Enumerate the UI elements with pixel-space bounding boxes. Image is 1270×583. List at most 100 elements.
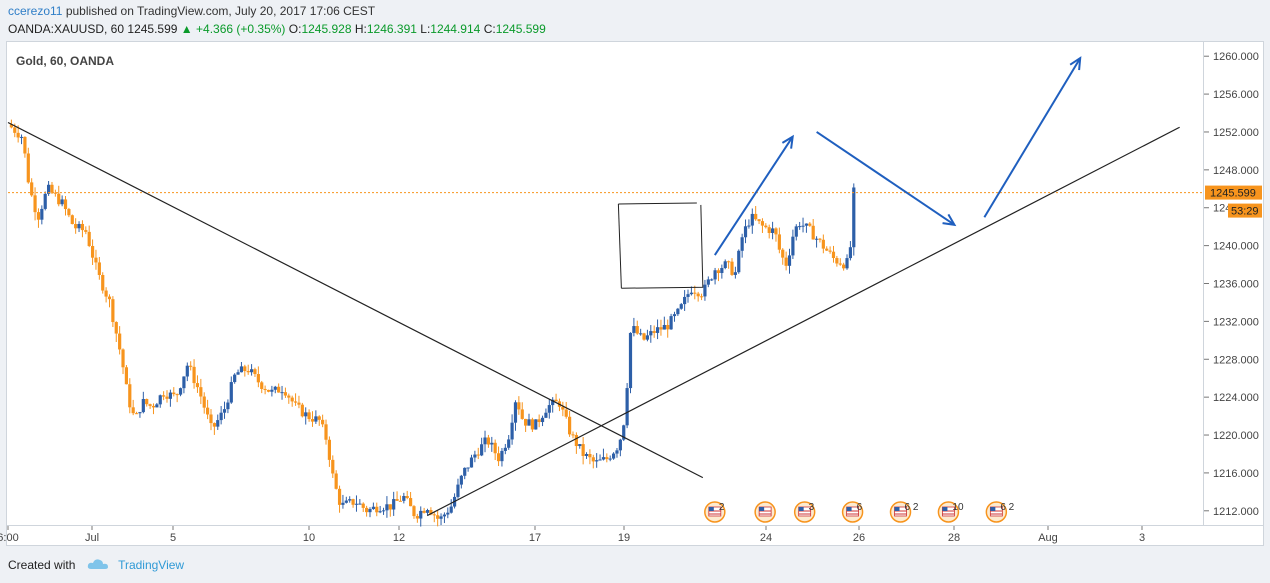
candle-body [588, 454, 592, 458]
candle-body [361, 503, 365, 508]
event-count: 3 [809, 502, 815, 513]
close-label: C: [483, 22, 496, 36]
footer: Created with TradingView [8, 558, 184, 573]
candle-body [554, 399, 558, 402]
candle-body [842, 264, 846, 269]
candle-body [699, 296, 704, 298]
candle-body [835, 258, 839, 264]
candle-body [182, 376, 186, 389]
candle-body [814, 238, 819, 240]
author-link[interactable]: ccerezo11 [8, 4, 63, 18]
candle-body [398, 500, 403, 502]
candle-body [260, 382, 264, 389]
candle-body [429, 510, 433, 515]
candle-body [500, 450, 504, 462]
time-axis[interactable] [6, 526, 1264, 546]
candle-body [16, 132, 20, 138]
candle-body [574, 434, 578, 447]
candle-body [341, 502, 345, 505]
candle-body [118, 333, 122, 350]
candle-body [212, 423, 216, 427]
candle-body [256, 374, 260, 383]
candle-body [206, 407, 210, 415]
candle-body [53, 192, 57, 194]
candle-body [727, 261, 731, 263]
candle-body [141, 399, 145, 413]
candle-body [524, 418, 528, 426]
event-count: 6 2 [1000, 502, 1014, 513]
candle-body [354, 503, 359, 505]
candle-body [145, 399, 149, 405]
up-triangle-icon: ▲ [180, 22, 193, 36]
x-tick-label: 17 [529, 532, 541, 544]
candle-body [469, 457, 474, 468]
last-price: 1245.599 [127, 22, 178, 36]
candle-body [496, 453, 501, 462]
candle-body [321, 419, 325, 425]
candle-body [327, 439, 331, 460]
tradingview-brand-link[interactable]: TradingView [118, 558, 185, 572]
candle-body [246, 370, 250, 373]
candle-body [446, 512, 450, 515]
candle-body [517, 402, 521, 410]
candle-body [530, 419, 534, 430]
event-count: 6 2 [905, 502, 919, 513]
x-tick-label: 24 [760, 532, 772, 544]
candle-body [87, 231, 91, 246]
candle-body [503, 447, 507, 451]
candle-body [777, 234, 781, 250]
candle-body [655, 327, 660, 333]
drawings-layer [7, 56, 1204, 517]
candle-body [632, 326, 636, 333]
candle-body [80, 223, 85, 231]
y-tick-label: 1228.000 [1213, 354, 1259, 366]
x-tick-label: Jul [85, 532, 99, 544]
candle-body [838, 263, 842, 265]
candle-body [794, 226, 798, 237]
candle-body [239, 366, 244, 373]
candle-body [730, 261, 734, 275]
flag-canton [846, 507, 852, 511]
publish-header: ccerezo11 published on TradingView.com, … [8, 4, 375, 18]
candle-body [226, 402, 230, 410]
candle-body [476, 454, 480, 456]
candle-body [628, 332, 633, 389]
candle-body [358, 503, 362, 505]
trendline [7, 121, 704, 479]
candle-body [791, 236, 795, 256]
price-axis[interactable] [1204, 41, 1264, 526]
candle-body [395, 499, 399, 501]
candle-body [172, 392, 176, 395]
candle-body [507, 439, 511, 448]
low-value: 1244.914 [430, 22, 481, 36]
candle-body [185, 365, 189, 377]
candle-body [121, 349, 125, 368]
candle-body [561, 406, 565, 410]
candle-body [442, 514, 447, 517]
candle-body [676, 308, 680, 315]
candle-body [760, 221, 765, 226]
candle-body [689, 292, 693, 295]
candle-body [649, 331, 653, 336]
candle-body [243, 366, 247, 371]
candle-body [351, 499, 355, 505]
candle-body [595, 460, 599, 462]
chart-pane[interactable] [6, 41, 1204, 526]
candle-body [669, 316, 673, 330]
candle-body [368, 509, 372, 513]
candle-body [432, 514, 436, 516]
candle-body [60, 199, 64, 205]
x-tick-label: Aug [1038, 532, 1058, 544]
candle-body [754, 213, 758, 220]
candle-body [436, 515, 440, 519]
trendline [427, 126, 1180, 517]
range-box-bottom [621, 204, 704, 289]
candle-body [605, 457, 609, 460]
candle-body [551, 399, 555, 406]
candle-body [801, 225, 805, 227]
candle-body [787, 255, 792, 266]
candle-body [337, 488, 342, 505]
candle-body [581, 444, 585, 456]
candle-body [608, 458, 612, 460]
